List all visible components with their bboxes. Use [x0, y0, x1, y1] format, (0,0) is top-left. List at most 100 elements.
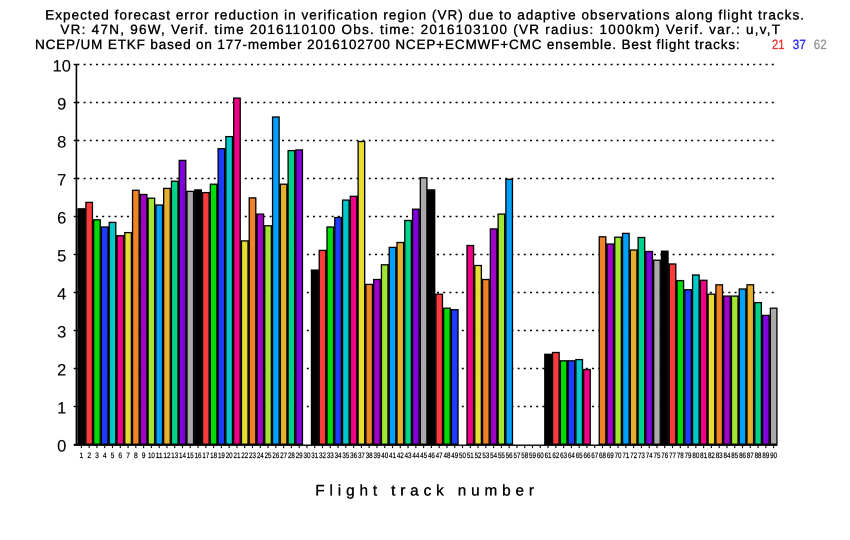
svg-text:53: 53	[482, 451, 489, 460]
svg-text:19: 19	[218, 451, 225, 460]
svg-text:87: 87	[747, 451, 754, 460]
svg-text:57: 57	[514, 451, 521, 460]
svg-text:2: 2	[87, 451, 91, 460]
svg-text:15: 15	[187, 451, 194, 460]
svg-text:52: 52	[475, 451, 482, 460]
svg-text:11: 11	[156, 451, 163, 460]
svg-text:2: 2	[57, 361, 66, 379]
svg-text:48: 48	[444, 451, 451, 460]
svg-text:6: 6	[118, 451, 122, 460]
svg-text:7: 7	[57, 171, 66, 189]
svg-text:43: 43	[405, 451, 412, 460]
svg-text:41: 41	[389, 451, 396, 460]
svg-text:54: 54	[490, 451, 497, 460]
svg-text:6: 6	[57, 209, 66, 227]
svg-text:49: 49	[451, 451, 458, 460]
svg-text:65: 65	[576, 451, 583, 460]
svg-text:8: 8	[57, 133, 66, 151]
svg-text:58: 58	[521, 451, 528, 460]
svg-text:16: 16	[195, 451, 202, 460]
svg-text:80: 80	[692, 451, 699, 460]
svg-text:73: 73	[638, 451, 645, 460]
svg-text:46: 46	[428, 451, 435, 460]
svg-text:37: 37	[358, 451, 365, 460]
svg-text:74: 74	[646, 451, 653, 460]
svg-text:10: 10	[53, 57, 71, 75]
svg-text:24: 24	[257, 451, 264, 460]
svg-text:85: 85	[731, 451, 738, 460]
svg-text:40: 40	[381, 451, 388, 460]
svg-text:36: 36	[350, 451, 357, 460]
svg-text:45: 45	[420, 451, 427, 460]
svg-text:20: 20	[226, 451, 233, 460]
svg-text:22: 22	[241, 451, 248, 460]
svg-text:12: 12	[164, 451, 171, 460]
svg-text:90: 90	[770, 451, 777, 460]
svg-text:42: 42	[397, 451, 404, 460]
svg-text:68: 68	[599, 451, 606, 460]
svg-text:32: 32	[319, 451, 326, 460]
svg-text:9: 9	[142, 451, 146, 460]
svg-text:27: 27	[280, 451, 287, 460]
svg-text:62: 62	[552, 451, 559, 460]
svg-text:VR: 47N, 96W, Verif. time 2016: VR: 47N, 96W, Verif. time 2016110100 Obs…	[60, 22, 780, 37]
svg-text:82: 82	[708, 451, 715, 460]
svg-text:83: 83	[716, 451, 723, 460]
svg-text:56: 56	[506, 451, 513, 460]
svg-text:Expected forecast error reduct: Expected forecast error reduction in ver…	[45, 7, 804, 22]
svg-text:4: 4	[57, 285, 66, 303]
svg-text:75: 75	[654, 451, 661, 460]
svg-text:28: 28	[288, 451, 295, 460]
svg-text:61: 61	[545, 451, 552, 460]
svg-text:72: 72	[630, 451, 637, 460]
svg-text:4: 4	[103, 451, 107, 460]
svg-text:35: 35	[342, 451, 349, 460]
svg-text:13: 13	[171, 451, 178, 460]
svg-text:5: 5	[57, 247, 66, 265]
svg-text:30: 30	[304, 451, 311, 460]
svg-text:69: 69	[607, 451, 614, 460]
svg-text:3: 3	[95, 451, 99, 460]
svg-text:10: 10	[148, 451, 155, 460]
svg-text:21: 21	[772, 37, 785, 52]
svg-text:29: 29	[296, 451, 303, 460]
svg-text:26: 26	[272, 451, 279, 460]
svg-text:63: 63	[560, 451, 567, 460]
svg-text:70: 70	[615, 451, 622, 460]
svg-text:78: 78	[677, 451, 684, 460]
svg-text:21: 21	[234, 451, 241, 460]
svg-text:18: 18	[210, 451, 217, 460]
svg-text:0: 0	[57, 437, 66, 455]
svg-text:9: 9	[57, 95, 66, 113]
svg-text:76: 76	[661, 451, 668, 460]
svg-text:55: 55	[498, 451, 505, 460]
svg-text:64: 64	[568, 451, 575, 460]
svg-text:34: 34	[335, 451, 342, 460]
svg-text:37: 37	[793, 37, 806, 52]
svg-text:38: 38	[366, 451, 373, 460]
svg-text:7: 7	[126, 451, 130, 460]
svg-text:31: 31	[311, 451, 318, 460]
svg-text:17: 17	[202, 451, 209, 460]
svg-text:1: 1	[57, 399, 66, 417]
svg-text:89: 89	[762, 451, 769, 460]
svg-text:51: 51	[467, 451, 474, 460]
svg-text:59: 59	[529, 451, 536, 460]
svg-text:67: 67	[591, 451, 598, 460]
svg-text:NCEP/UM ETKF based on 177-memb: NCEP/UM ETKF based on 177-member 2016102…	[35, 37, 740, 52]
svg-text:3: 3	[57, 323, 66, 341]
svg-text:60: 60	[537, 451, 544, 460]
svg-text:86: 86	[739, 451, 746, 460]
svg-text:50: 50	[459, 451, 466, 460]
svg-text:79: 79	[685, 451, 692, 460]
svg-text:71: 71	[622, 451, 629, 460]
svg-text:33: 33	[327, 451, 334, 460]
svg-text:77: 77	[669, 451, 676, 460]
svg-text:88: 88	[755, 451, 762, 460]
svg-text:8: 8	[134, 451, 138, 460]
svg-text:Flight track number: Flight track number	[315, 482, 534, 499]
svg-text:14: 14	[179, 451, 186, 460]
svg-text:5: 5	[111, 451, 115, 460]
svg-text:62: 62	[814, 37, 827, 52]
svg-text:44: 44	[412, 451, 419, 460]
